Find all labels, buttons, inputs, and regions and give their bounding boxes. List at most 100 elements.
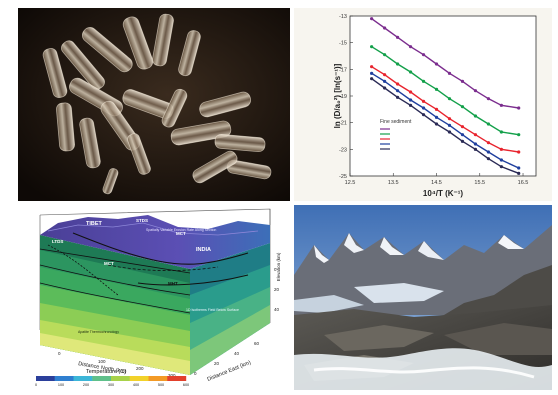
label-india: INDIA (196, 247, 211, 253)
mountain-image (294, 205, 552, 390)
series-point-2 (383, 53, 386, 56)
note-erosion: Spatially Variable Erosion Rate Along Se… (146, 228, 216, 232)
series-point-1 (409, 45, 412, 48)
label-mht: MHT (168, 281, 178, 286)
series-point-4 (448, 124, 451, 127)
colorbar-title: Temperature (C) (86, 369, 126, 375)
series-point-2 (370, 45, 373, 48)
north-tick-100: 100 (98, 359, 106, 364)
x-tick-label: 16.5 (518, 180, 529, 186)
thermal-model: TIBET STDS LTDS MCT MCT INDIA MHT Spatia… (18, 205, 290, 390)
crystal-photo (18, 8, 290, 201)
series-point-4 (474, 142, 477, 145)
label-stds: STDS (136, 218, 148, 223)
series-point-1 (422, 53, 425, 56)
y-tick-label: -13 (339, 14, 347, 20)
series-point-1 (370, 17, 373, 20)
series-point-5 (461, 140, 464, 143)
series-point-4 (383, 80, 386, 83)
series-point-4 (487, 150, 490, 153)
colorbar-tick: 0 (35, 383, 37, 387)
series-point-3 (435, 108, 438, 111)
series-point-2 (461, 105, 464, 108)
y-tick-label: -15 (339, 41, 347, 47)
colorbar-tick: 400 (133, 383, 139, 387)
x-tick-label: 15.5 (474, 180, 485, 186)
series-point-1 (435, 62, 438, 65)
colorbar-segment (36, 376, 55, 381)
series-point-5 (448, 130, 451, 133)
series-point-5 (517, 172, 520, 175)
label-ltds: LTDS (52, 239, 63, 244)
series-point-3 (517, 150, 520, 153)
series-point-3 (500, 148, 503, 151)
series-point-2 (435, 88, 438, 91)
series-point-3 (422, 100, 425, 103)
series-point-2 (474, 114, 477, 117)
series-point-5 (422, 113, 425, 116)
colorbar-tick: 500 (158, 383, 164, 387)
series-point-5 (500, 165, 503, 168)
series-point-2 (422, 80, 425, 83)
series-point-4 (517, 166, 520, 169)
series-point-3 (396, 82, 399, 85)
series-point-1 (383, 26, 386, 29)
colorbar-tick: 600 (183, 383, 189, 387)
elev-tick-40: 40 (274, 307, 280, 312)
label-mct-west: MCT (104, 261, 114, 266)
x-tick-label: 12.5 (345, 180, 356, 186)
colorbar-tick: 300 (108, 383, 114, 387)
y-axis-label: ln (D/a₀²) [ln(s⁻¹)] (333, 63, 342, 128)
series-point-4 (500, 158, 503, 161)
series-point-1 (474, 89, 477, 92)
series-point-5 (487, 157, 490, 160)
series-point-1 (500, 104, 503, 107)
series-point-1 (517, 106, 520, 109)
north-tick-200: 200 (136, 366, 144, 371)
colorbar-segment (92, 376, 111, 381)
series-point-2 (500, 130, 503, 133)
series-point-5 (474, 148, 477, 151)
x-tick-label: 14.5 (431, 180, 442, 186)
mountain-photo (294, 205, 552, 390)
x-tick-label: 13.5 (388, 180, 399, 186)
arrhenius-plot: -13 -15 -17 -19 -21 -23 -25 12.5 13.5 14.5 15.5 16.… (294, 8, 552, 201)
east-tick-20: 20 (214, 361, 220, 366)
series-point-1 (487, 97, 490, 100)
series-point-4 (370, 72, 373, 75)
colorbar-tick: 100 (58, 383, 64, 387)
plot-frame (350, 16, 536, 176)
series-point-5 (435, 122, 438, 125)
legend-title: Fine sediment (380, 119, 412, 125)
series-point-4 (461, 133, 464, 136)
elevation-axis-label: Elevation (km) (276, 252, 281, 281)
series-point-5 (396, 96, 399, 99)
crystal-image (18, 8, 290, 201)
series-point-1 (461, 80, 464, 83)
series-point-1 (448, 72, 451, 75)
east-tick-40: 40 (234, 351, 240, 356)
series-point-2 (396, 62, 399, 65)
colorbar-segment (167, 376, 186, 381)
note-apatite: Apatite Thermochronology (78, 330, 119, 334)
series-point-3 (370, 65, 373, 68)
series-point-5 (370, 77, 373, 80)
colorbar-tick: 200 (83, 383, 89, 387)
series-point-2 (448, 97, 451, 100)
series-point-4 (435, 116, 438, 119)
colorbar-segment (149, 376, 168, 381)
series-point-3 (461, 125, 464, 128)
series-point-2 (487, 122, 490, 125)
series-point-3 (474, 133, 477, 136)
colorbar-segment (111, 376, 130, 381)
series-point-3 (448, 117, 451, 120)
series-point-2 (409, 70, 412, 73)
series-point-4 (422, 106, 425, 109)
series-point-4 (409, 98, 412, 101)
x-axis-label: 10⁴/T (K⁻¹) (423, 189, 464, 198)
series-point-1 (396, 36, 399, 39)
note-isotherms: 1D Isotherms Field Below Surface (186, 308, 239, 312)
colorbar-segment (55, 376, 74, 381)
east-tick-60: 60 (254, 341, 260, 346)
